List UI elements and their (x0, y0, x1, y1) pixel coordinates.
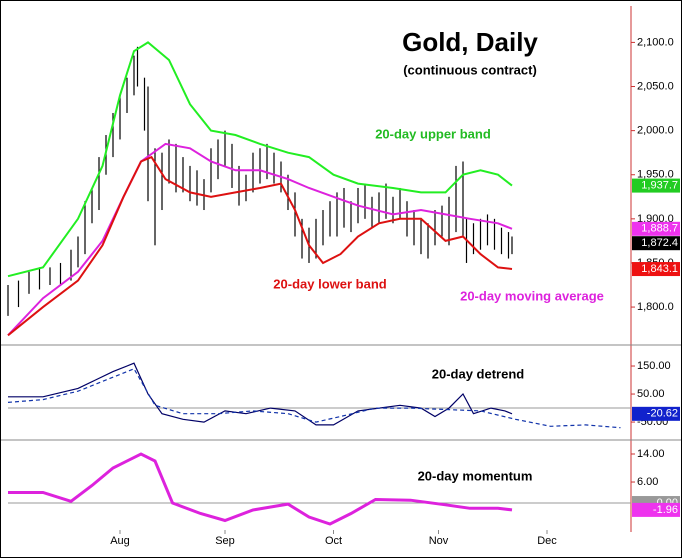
y-tick-label: 2,000.0 (637, 125, 674, 137)
series-line (7, 155, 513, 337)
last-value-box (632, 502, 680, 517)
annotation: 20-day momentum (418, 468, 533, 483)
x-tick-label: Oct (325, 535, 342, 547)
series-line (8, 452, 513, 526)
x-tick-label: Dec (537, 535, 557, 547)
x-tick-label: Nov (429, 535, 449, 547)
chart-subtitle: (continuous contract) (403, 62, 537, 77)
last-value-label: 1,872.4 (641, 237, 678, 249)
last-value-label: 1,888.7 (641, 223, 678, 235)
y-tick-label: 2,100.0 (637, 36, 674, 48)
y-tick-label: 50.00 (637, 388, 665, 400)
last-value-label: 1,937.7 (641, 179, 678, 191)
y-tick-label: 1,800.0 (637, 301, 674, 313)
y-tick-label: 14.00 (637, 448, 665, 460)
chart-title: Gold, Daily (402, 27, 538, 57)
x-tick-label: Aug (110, 535, 130, 547)
annotation: 20-day detrend (432, 366, 525, 381)
last-value-box (632, 221, 680, 236)
y-tick-label: 6.00 (637, 476, 658, 488)
annotation: 20-day moving average (460, 288, 604, 303)
series-line (7, 41, 513, 278)
annotation: 20-day upper band (375, 126, 491, 141)
last-value-box (632, 236, 680, 251)
y-tick-label: 1,900.0 (637, 213, 674, 225)
series-line (7, 368, 621, 429)
annotation: 20-day lower band (273, 276, 386, 291)
last-value-label: -20.62 (647, 408, 678, 420)
y-tick-label: 150.00 (637, 360, 671, 372)
x-tick-label: Sep (215, 535, 235, 547)
y-tick-label: 2,050.0 (637, 80, 674, 92)
last-value-label: 1,843.1 (641, 263, 678, 275)
y-tick-label: 1,950.0 (637, 169, 674, 181)
last-value-box (632, 406, 680, 421)
series-line (8, 362, 513, 426)
last-value-label: -1.96 (653, 504, 678, 516)
last-value-box (632, 178, 680, 193)
last-value-box (632, 262, 680, 277)
series-line (7, 142, 513, 336)
